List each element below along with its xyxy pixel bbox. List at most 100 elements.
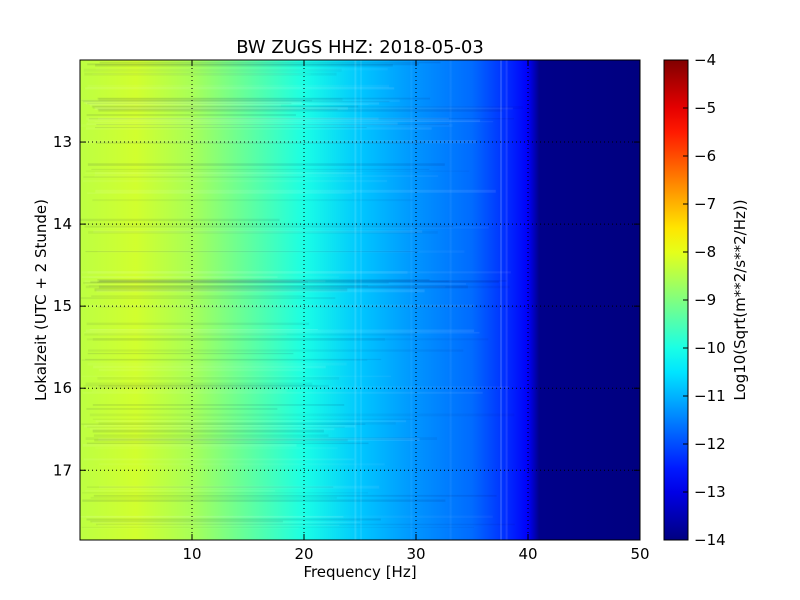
streak — [83, 331, 480, 334]
streak — [80, 124, 453, 127]
streak — [96, 523, 515, 526]
colorbar-tick-label: −14 — [694, 531, 726, 549]
streak — [97, 279, 430, 281]
streak — [96, 124, 450, 126]
streak — [88, 349, 464, 352]
y-tick-label: 15 — [53, 297, 72, 315]
streak — [85, 329, 475, 332]
y-axis: 13 14 15 16 17 — [53, 133, 640, 479]
streak — [83, 458, 355, 461]
streak — [94, 386, 510, 388]
colorbar-ticks: −4 −5 −6 −7 −8 −9 −10 −11 −12 −13 −14 — [683, 51, 726, 549]
streak — [97, 524, 340, 527]
heatmap — [80, 60, 640, 540]
x-tick-label: 20 — [294, 545, 313, 563]
streak — [98, 368, 306, 372]
resonance-line — [410, 60, 413, 540]
colorbar-tick-label: −7 — [694, 195, 716, 213]
streak — [87, 102, 292, 105]
streak — [95, 447, 338, 450]
streak — [86, 407, 278, 410]
resonance-line — [360, 60, 362, 540]
streak — [98, 306, 526, 308]
streak — [81, 276, 278, 278]
streak — [86, 518, 381, 521]
streak — [98, 109, 503, 112]
colorbar-tick-label: −4 — [694, 51, 716, 69]
streak — [97, 250, 465, 253]
streak — [81, 99, 313, 102]
colorbar-tick-label: −13 — [694, 483, 726, 501]
resonance-line — [500, 60, 502, 540]
streak — [96, 289, 425, 293]
streak — [94, 107, 348, 110]
streak — [87, 352, 294, 355]
streak — [91, 295, 304, 297]
time-streaks — [80, 60, 526, 540]
streak — [87, 192, 352, 194]
streak — [86, 102, 379, 105]
streak — [85, 251, 419, 253]
streak — [85, 382, 313, 386]
resonance-line — [505, 60, 508, 540]
colorbar: −4 −5 −6 −7 −8 −9 −10 −11 −12 −13 −14 — [663, 51, 726, 549]
streak — [86, 117, 379, 121]
streak — [86, 122, 398, 125]
streak — [97, 281, 308, 283]
streak — [82, 492, 368, 494]
streak — [81, 526, 474, 528]
streak — [95, 127, 367, 129]
y-tick-label: 13 — [53, 133, 72, 151]
streak — [85, 283, 466, 285]
streak — [85, 170, 470, 172]
streak — [88, 103, 369, 106]
streak — [92, 429, 324, 433]
streak — [94, 387, 282, 389]
streak — [84, 425, 356, 428]
streak — [81, 423, 366, 425]
streak — [83, 176, 305, 178]
resonance-line — [449, 60, 452, 540]
streak — [81, 359, 368, 361]
streak — [86, 338, 489, 341]
streak — [89, 428, 335, 431]
streak — [98, 333, 287, 336]
streak — [92, 199, 414, 202]
streak — [98, 421, 396, 425]
colorbar-tick-label: −5 — [694, 99, 716, 117]
streak — [92, 404, 345, 406]
colorbar-tick-label: −10 — [694, 339, 726, 357]
streak — [99, 280, 507, 282]
colorbar-tick-label: −12 — [694, 435, 726, 453]
streak — [92, 73, 311, 75]
streak — [83, 179, 388, 183]
streak — [99, 485, 380, 489]
streak — [91, 389, 287, 393]
streak — [92, 418, 417, 420]
streak — [85, 87, 395, 90]
streak — [88, 118, 515, 120]
streak — [92, 521, 361, 524]
plot-area — [79, 59, 641, 541]
streak — [88, 285, 369, 287]
streak — [81, 271, 511, 274]
streak — [80, 99, 400, 102]
streak — [89, 104, 282, 107]
streak — [94, 171, 356, 175]
streak — [86, 486, 334, 488]
streak — [82, 499, 446, 502]
streak — [84, 172, 363, 175]
streak — [91, 105, 359, 108]
colorbar-tick-label: −11 — [694, 387, 726, 405]
streak — [99, 61, 441, 64]
streak — [88, 231, 438, 234]
streak — [87, 163, 445, 166]
streak — [91, 168, 430, 170]
streak — [88, 304, 475, 308]
streak — [88, 276, 340, 278]
streak — [98, 285, 468, 289]
streak — [95, 64, 393, 67]
x-tick-label: 50 — [630, 545, 649, 563]
colorbar-tick-label: −9 — [694, 291, 716, 309]
